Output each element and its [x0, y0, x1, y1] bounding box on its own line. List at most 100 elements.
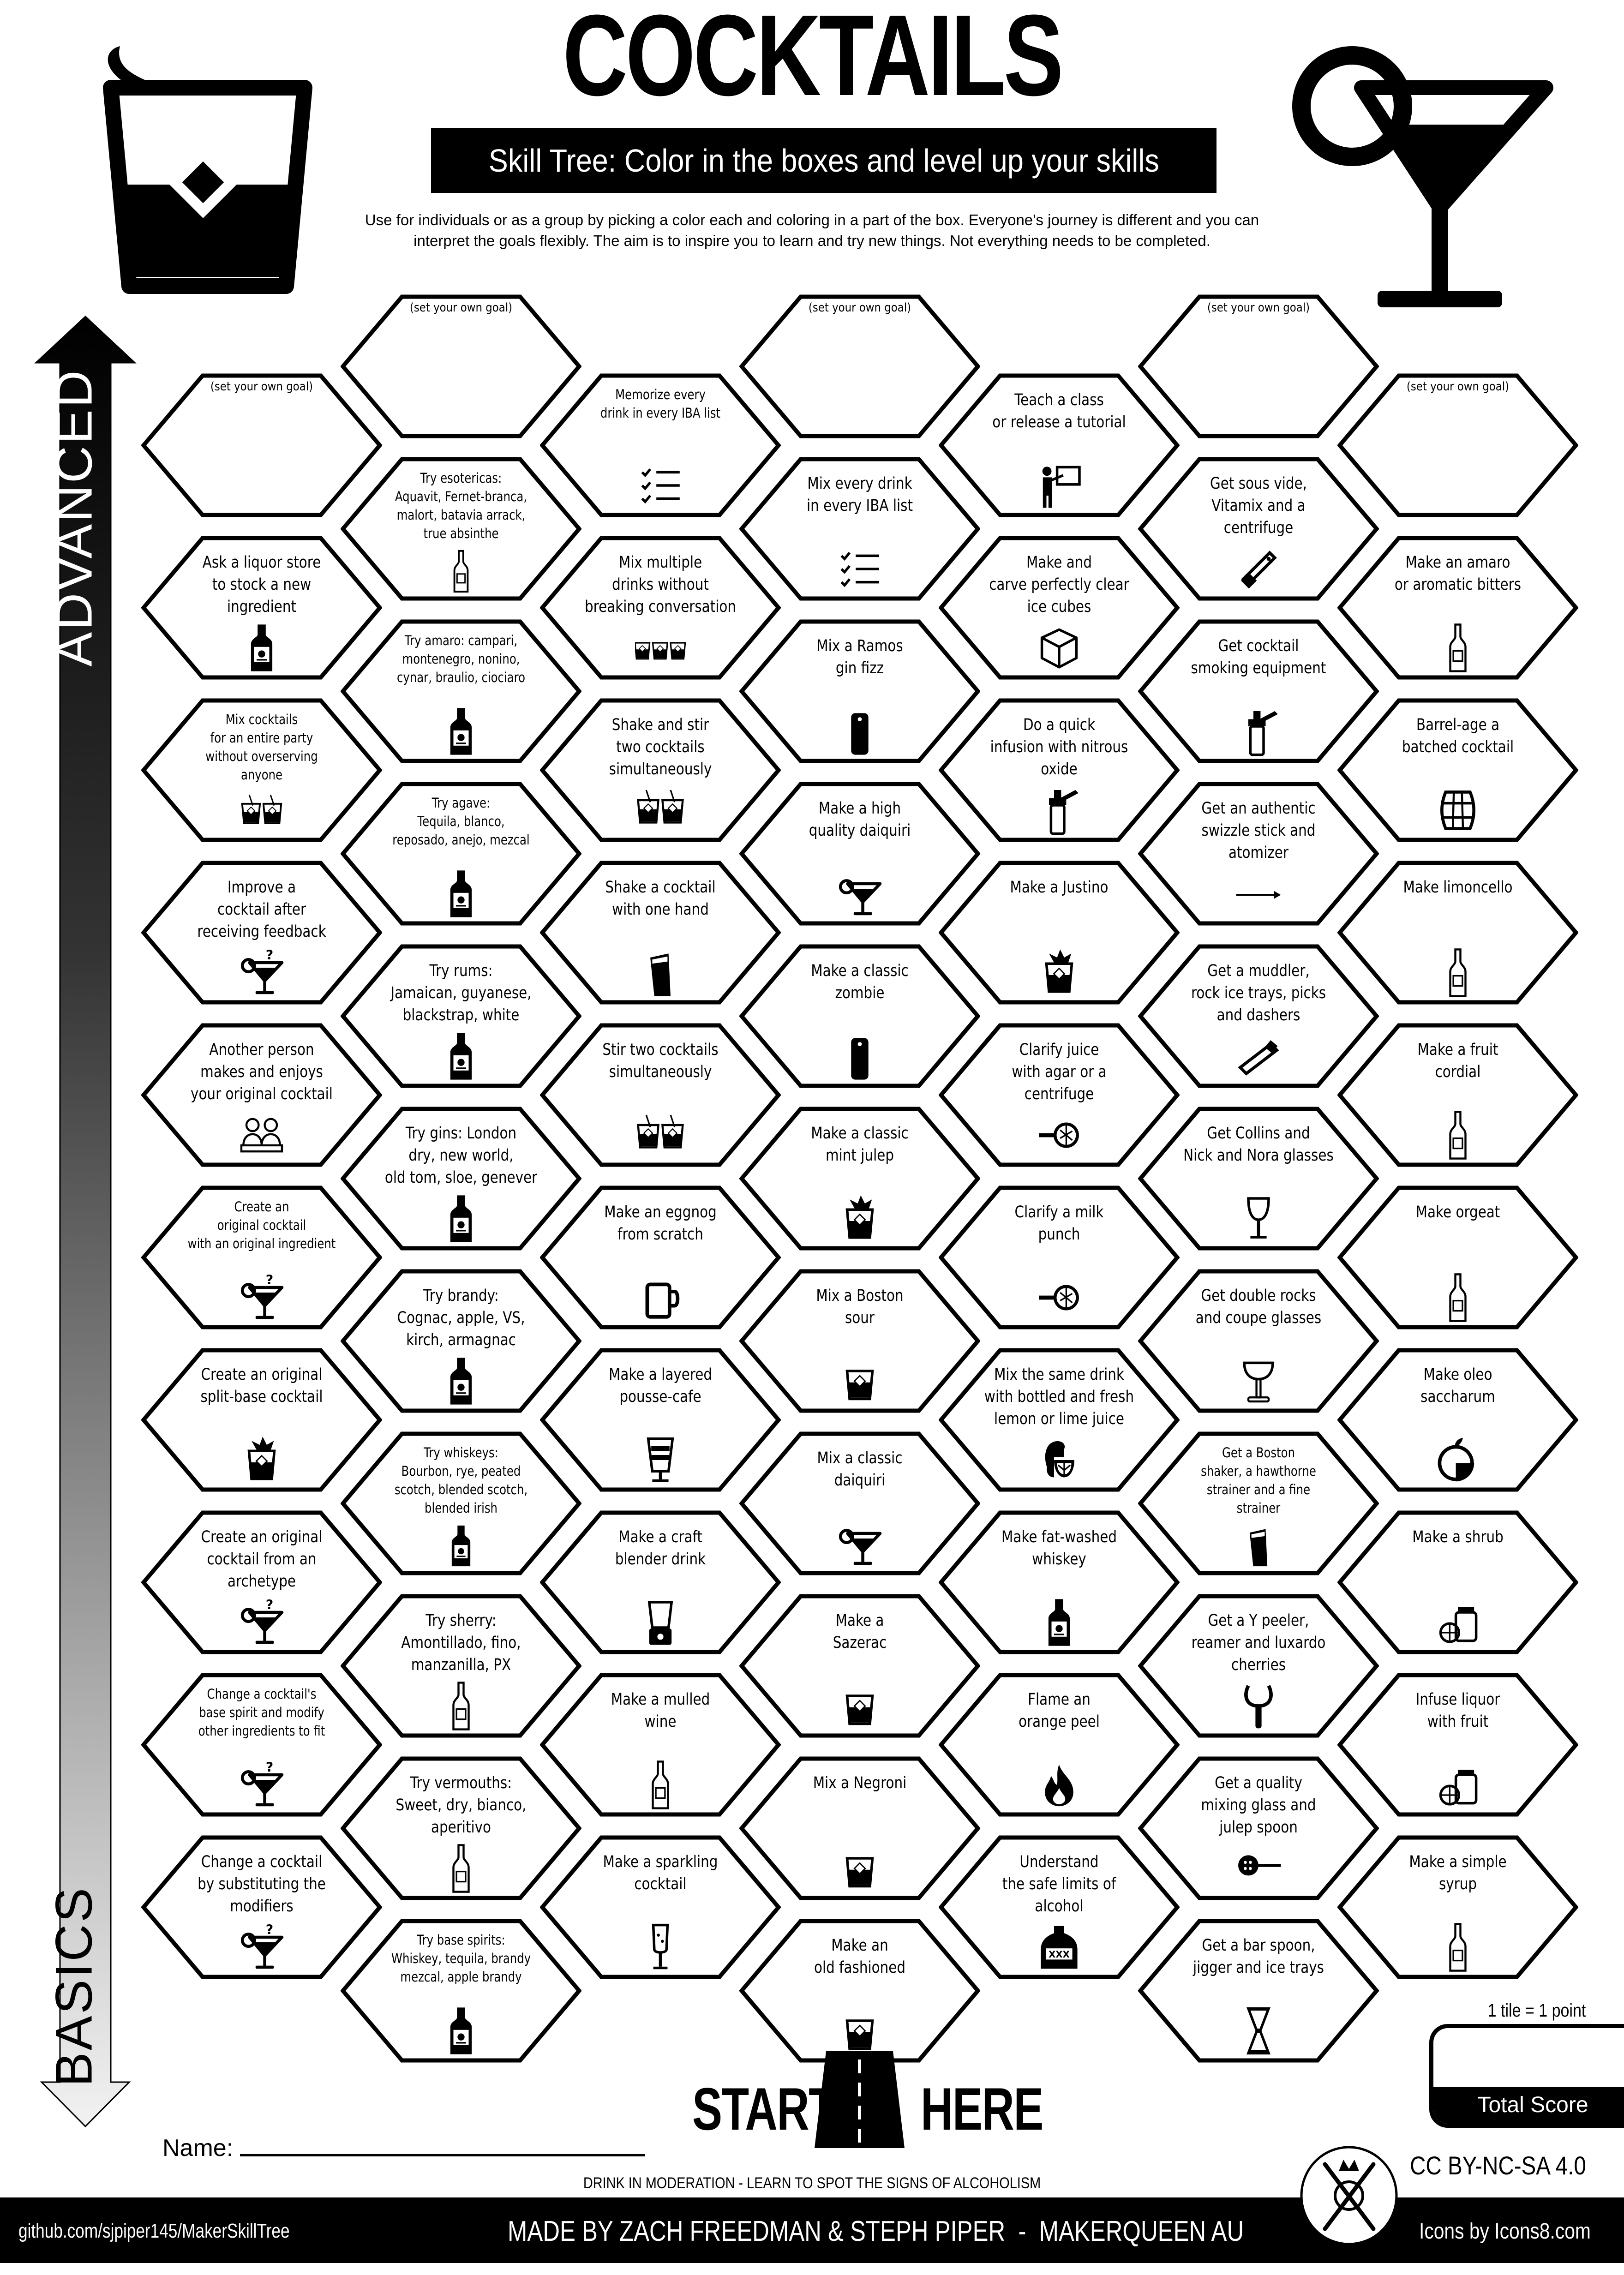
skill-tile: (set your own goal): [1138, 294, 1379, 438]
bottle-icon: [452, 1682, 470, 1730]
hex-box: [1138, 1919, 1379, 2063]
skill-label: Create an original cocktail with an orig…: [187, 1199, 336, 1251]
whiskey-bottle-icon: [450, 1195, 472, 1242]
skill-tile: Ask a liquor store to stock a new ingred…: [141, 536, 382, 680]
teacher-icon: [1042, 466, 1081, 508]
total-score-box[interactable]: Total Score: [1429, 2024, 1624, 2128]
skill-tile: Make fat-washed whiskey: [939, 1510, 1180, 1654]
skill-tile: Try brandy: Cognac, apple, VS, kirch, ar…: [341, 1269, 581, 1413]
skill-label: Mix every drink in every IBA list: [806, 474, 913, 515]
subtitle: Skill Tree: Color in the boxes and level…: [488, 142, 1159, 179]
cream-whipper-icon: [1049, 790, 1079, 835]
description-line-1: Use for individuals or as a group by pic…: [365, 211, 1259, 228]
hex-box: [341, 782, 581, 926]
skill-label: Get double rocks and coupe glasses: [1195, 1287, 1322, 1327]
skill-label: Clarify a milk punch: [1014, 1203, 1104, 1244]
github-link[interactable]: github.com/sjpiper145/MakerSkillTree: [18, 2220, 290, 2242]
skill-tile: Make an eggnog from scratch: [540, 1185, 781, 1329]
skill-tile: Get Collins and Nick and Nora glasses: [1138, 1107, 1379, 1251]
skill-label: Mix a Negroni: [813, 1774, 907, 1792]
axis-label-advanced: ADVANCED: [45, 368, 103, 667]
skill-tile: Mix a Negroni: [739, 1756, 980, 1900]
hex-box: [141, 1835, 382, 1979]
skill-tile: Get a Y peeler, reamer and luxardo cherr…: [1138, 1594, 1379, 1738]
flame-icon: [1045, 1765, 1073, 1807]
skill-label: Mix a Ramos gin fizz: [816, 637, 903, 677]
hex-box: [1337, 1835, 1578, 1979]
hex-box: [1337, 861, 1578, 1005]
hex-box: [939, 1835, 1180, 1979]
hex-box: [540, 373, 781, 517]
skill-label: Mix multiple drinks without breaking con…: [584, 553, 737, 616]
cocktail-icon: [839, 1529, 882, 1565]
axis-label-basics: BASICS: [45, 1886, 103, 2087]
jigger-icon: [1246, 2007, 1270, 2055]
hex-box: [739, 294, 980, 438]
skill-tile: Another person makes and enjoys your ori…: [141, 1023, 382, 1167]
skill-tile: Get sous vide, Vitamix and a centrifuge: [1138, 457, 1379, 601]
hex-box: [341, 457, 581, 601]
skill-tile: (set your own goal): [141, 373, 382, 517]
skill-label: Mix cocktails for an entire party withou…: [205, 712, 318, 783]
hex-box: [1337, 536, 1578, 680]
hex-box: [739, 1756, 980, 1900]
skill-tile: Make a mulled wine: [540, 1673, 781, 1817]
whiskey-bottle-icon: [251, 624, 273, 671]
skill-tile: Make oleo saccharum: [1337, 1348, 1578, 1492]
hex-box: [1138, 1594, 1379, 1738]
skill-label: Improve a cocktail after receiving feedb…: [197, 878, 326, 941]
skill-label: Memorize every drink in every IBA list: [600, 387, 721, 421]
hex-box: [141, 536, 382, 680]
bottle-icon: [1449, 948, 1467, 997]
skill-tile: Make a Sazerac: [739, 1594, 980, 1738]
hex-box: [141, 1023, 382, 1167]
julep-spoon-icon: [1238, 1855, 1281, 1876]
moonshine-jug-icon: XXX: [1041, 1926, 1078, 1969]
hex-box: [739, 1107, 980, 1251]
whiskey-bottle-icon: [450, 870, 472, 917]
skill-tile: Try vermouths: Sweet, dry, bianco, aperi…: [341, 1756, 581, 1900]
swizzle-stick-icon: [1236, 891, 1281, 899]
total-score-label: Total Score: [1433, 2087, 1624, 2124]
skill-tile: Mix cocktails for an entire party withou…: [141, 698, 382, 842]
skill-tile: Barrel-age a batched cocktail: [1337, 698, 1578, 842]
whiskey-bottle-icon: [450, 1033, 472, 1080]
skill-tile: Flame an orange peel: [939, 1673, 1180, 1817]
tall-glass-icon: [851, 713, 869, 755]
skill-tile: Change a cocktail by substituting the mo…: [141, 1835, 382, 1979]
skill-label: Make a sparkling cocktail: [603, 1853, 718, 1893]
hex-box: [141, 1673, 382, 1817]
hex-box: [341, 1431, 581, 1575]
hex-box: [540, 861, 781, 1005]
rocks-garnish-icon: [247, 1437, 276, 1480]
skill-tile: Try whiskeys: Bourbon, rye, peated scotc…: [341, 1431, 581, 1575]
svg-text:?: ?: [266, 1922, 274, 1937]
checklist-icon: [641, 468, 680, 504]
champagne-glass-icon: [652, 1923, 669, 1970]
name-field-line[interactable]: [240, 2154, 645, 2156]
set-your-own-goal-label: (set your own goal): [409, 301, 513, 315]
hex-box: [1337, 1673, 1578, 1817]
skill-label: Get a Y peeler, reamer and luxardo cherr…: [1191, 1611, 1326, 1674]
svg-text:?: ?: [266, 1760, 274, 1775]
skill-label: Do a quick infusion with nitrous oxide: [990, 716, 1128, 778]
skill-label: Make a classic zombie: [811, 962, 909, 1002]
hex-box: [1138, 294, 1379, 438]
cream-whipper-icon: [1248, 711, 1278, 756]
hex-box: [1138, 457, 1379, 601]
rocks-glass-lime-icon: [103, 46, 312, 294]
skill-tile: Make a sparkling cocktail: [540, 1835, 781, 1979]
skill-label: Clarify juice with agar or a centrifuge: [1012, 1041, 1107, 1103]
hex-box: [739, 1594, 980, 1738]
hex-box: [939, 373, 1180, 517]
skill-label: Shake and stir two cocktails simultaneou…: [609, 716, 712, 778]
skill-tile: Clarify a milk punch: [939, 1185, 1180, 1329]
hex-box: [739, 457, 980, 601]
hex-box: [341, 294, 581, 438]
skill-label: Mix a Boston sour: [816, 1287, 904, 1327]
skill-tile: Try base spirits: Whiskey, tequila, bran…: [341, 1919, 581, 2063]
skill-label: Make a Justino: [1010, 878, 1109, 897]
skill-tile: Create an original cocktail from an arch…: [141, 1510, 382, 1654]
skill-tile: Teach a class or release a tutorial: [939, 373, 1180, 517]
skill-label: Try agave: Tequila, blanco, reposado, an…: [392, 795, 530, 848]
